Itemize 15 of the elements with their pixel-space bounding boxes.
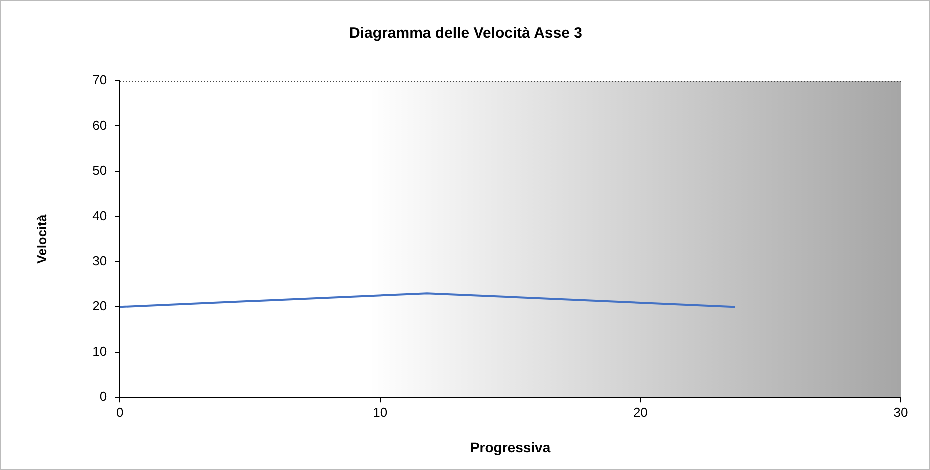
y-tick-label: 20 (92, 298, 108, 314)
y-tick-label: 0 (100, 389, 108, 404)
x-tick-label: 0 (116, 404, 124, 420)
y-tick-label: 40 (92, 208, 108, 224)
y-tick-label: 70 (92, 72, 108, 88)
x-tick-label: 20 (633, 404, 648, 420)
y-tick-label: 30 (92, 253, 108, 268)
y-tick-label: 50 (92, 163, 108, 178)
y-axis-title: Velocità (34, 214, 50, 264)
x-tick-label: 10 (373, 404, 388, 420)
y-tick-label: 10 (92, 344, 108, 359)
y-tick-label: 60 (92, 118, 108, 133)
x-axis-title: Progressiva (470, 439, 551, 456)
x-tick-label: 30 (894, 404, 908, 420)
chart-title: Diagramma delle Velocità Asse 3 (350, 25, 582, 42)
